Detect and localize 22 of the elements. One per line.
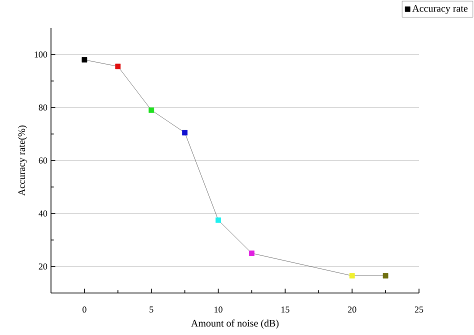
x-tick-label: 20 — [348, 306, 356, 313]
y-tick-label: 100 — [34, 51, 48, 58]
y-axis-title: Accuracy rate(%) — [18, 126, 28, 196]
point — [382, 273, 388, 278]
x-axis-title: Amount of noise (dB) — [191, 319, 279, 329]
point — [182, 130, 188, 136]
legend-label: Accuracy rate — [412, 5, 468, 14]
point — [82, 57, 88, 62]
x-tick-label: 15 — [281, 306, 290, 313]
point — [349, 273, 355, 278]
y-tick-label: 80 — [38, 104, 48, 111]
point — [148, 107, 154, 113]
x-tick-label: 5 — [150, 306, 154, 313]
point — [249, 250, 254, 256]
y-tick-label: 20 — [38, 263, 48, 270]
x-tick-label: 0 — [82, 306, 86, 313]
y-tick-label: 60 — [38, 157, 48, 164]
x-tick-label: 10 — [214, 306, 222, 313]
x-tick-label: 25 — [414, 306, 424, 313]
point — [216, 217, 221, 223]
y-tick-label: 40 — [38, 210, 48, 217]
point — [115, 64, 121, 70]
